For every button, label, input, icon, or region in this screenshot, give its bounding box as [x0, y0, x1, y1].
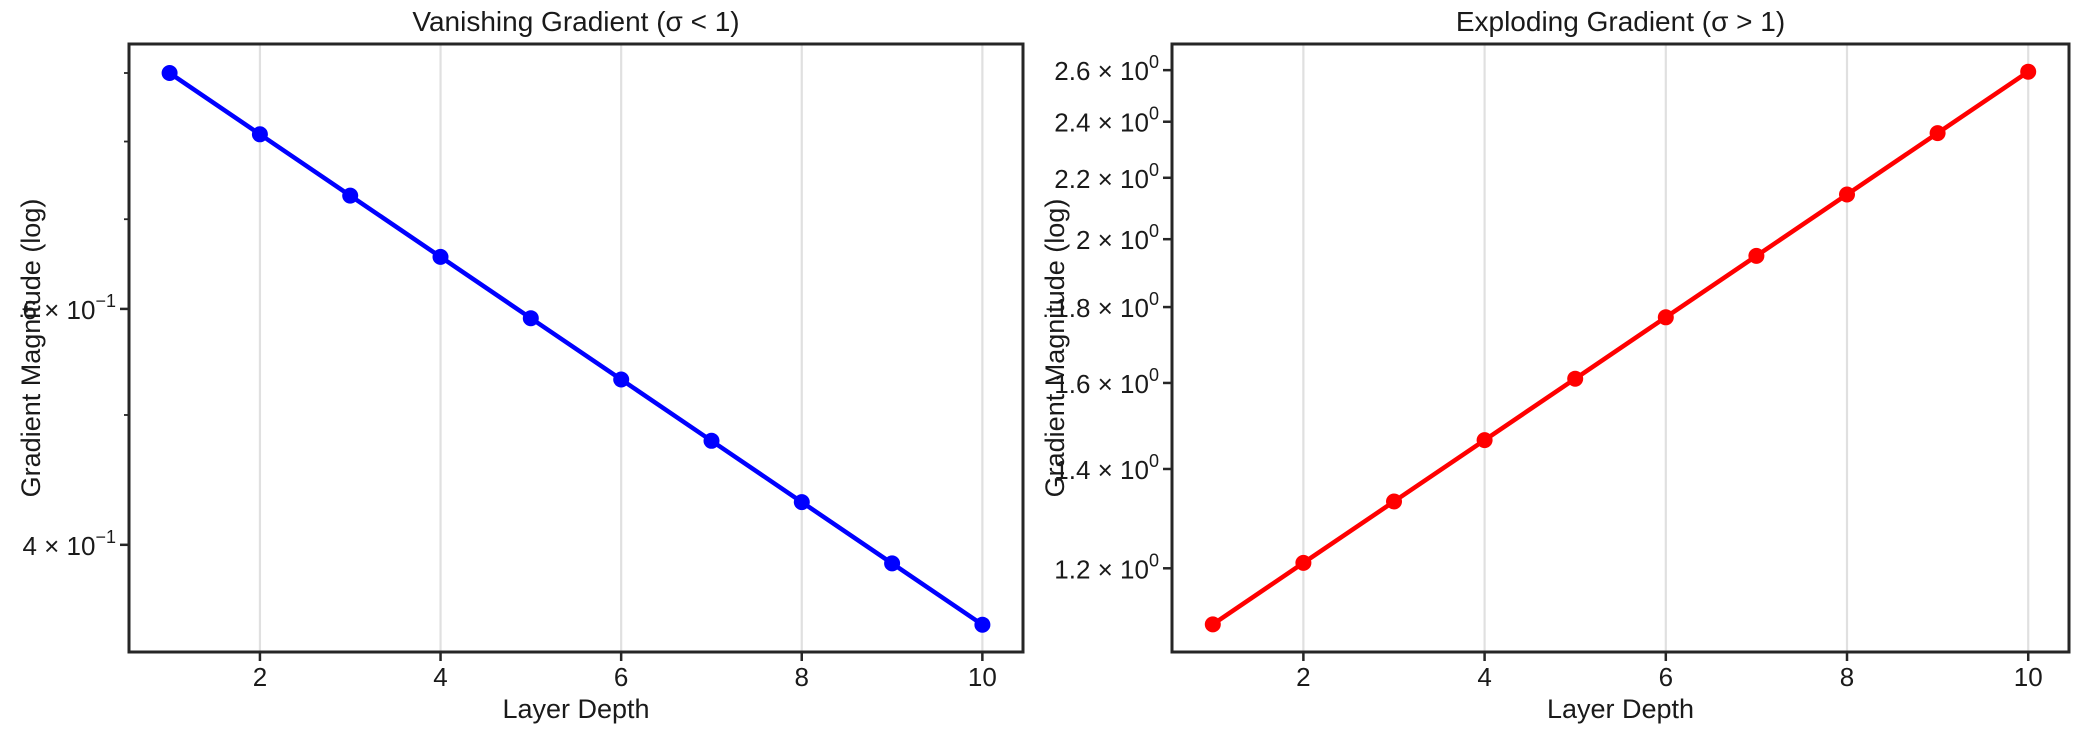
exploding-gradient-ytick-label-2: 2 × 100 [1076, 221, 1159, 255]
vanishing-gradient-ytick-label-0.4: 4 × 10−1 [22, 527, 116, 561]
exploding-gradient-ytick-label-2.2: 2.2 × 100 [1054, 160, 1159, 194]
exploding-gradient-point-9 [1929, 125, 1946, 142]
vanishing-gradient-point-8 [793, 494, 810, 511]
exploding-gradient-ytick-label-1.8: 1.8 × 100 [1054, 289, 1159, 323]
vanishing-gradient-xlabel: Layer Depth [502, 694, 649, 724]
vanishing-gradient-line [167, 70, 985, 627]
vanishing-gradient-ylabel: Gradient Magnitude (log) [16, 199, 46, 498]
exploding-gradient-point-5 [1567, 370, 1584, 387]
vanishing-gradient-point-2 [251, 126, 268, 143]
vanishing-gradient-xtick-label-6: 6 [614, 662, 628, 692]
exploding-gradient-point-4 [1476, 432, 1493, 449]
exploding-gradient-ytick-label-1.6: 1.6 × 100 [1054, 365, 1159, 399]
exploding-gradient-xtick-label-10: 10 [2014, 662, 2043, 692]
exploding-gradient-point-8 [1839, 186, 1855, 203]
exploding-gradient-xtick-label-8: 8 [1840, 662, 1854, 692]
vanishing-gradient-xtick-label-10: 10 [968, 662, 997, 692]
vanishing-gradient-xtick-label-8: 8 [795, 662, 809, 692]
vanishing-gradient-ytick-label-0.6: 6 × 10−1 [22, 291, 116, 325]
vanishing-gradient-point-6 [613, 371, 630, 388]
exploding-gradient-line [1210, 69, 2031, 627]
exploding-gradient-ytick-label-1.2: 1.2 × 100 [1054, 550, 1159, 584]
vanishing-gradient-point-5 [522, 310, 539, 327]
exploding-gradient-ylabel: Gradient Magnitude (log) [1040, 199, 1070, 498]
exploding-gradient-xtick-label-6: 6 [1659, 662, 1673, 692]
exploding-gradient-xlabel: Layer Depth [1547, 694, 1694, 724]
exploding-gradient-point-10 [2020, 63, 2037, 80]
exploding-gradient-ytick-label-1.4: 1.4 × 100 [1054, 451, 1159, 485]
vanishing-gradient-point-4 [432, 248, 449, 265]
exploding-gradient-title: Exploding Gradient (σ > 1) [1456, 6, 1785, 37]
vanishing-gradient-plot: 2 4 6 8 10 6 × 10−1 4 × 10−1 Vanishing Gradient… [16, 6, 1025, 724]
vanishing-gradient-title: Vanishing Gradient (σ < 1) [412, 6, 739, 37]
vanishing-gradient-axes-spines [127, 42, 1025, 654]
vanishing-gradient-point-1 [161, 65, 178, 81]
exploding-gradient-point-6 [1657, 309, 1674, 326]
exploding-gradient-point-2 [1295, 554, 1312, 571]
exploding-gradient-ytick-label-2.4: 2.4 × 100 [1054, 104, 1159, 138]
vanishing-gradient-xtick-label-4: 4 [433, 662, 447, 692]
exploding-gradient-point-1 [1204, 616, 1221, 633]
exploding-gradient-point-7 [1748, 247, 1765, 264]
exploding-gradient-xtick-label-4: 4 [1477, 662, 1491, 692]
vanishing-gradient-xtick-label-2: 2 [253, 662, 267, 692]
vanishing-gradient-point-9 [884, 555, 901, 572]
vanishing-gradient-point-3 [342, 187, 359, 204]
exploding-gradient-xtick-label-2: 2 [1296, 662, 1310, 692]
vanishing-gradient-point-10 [974, 616, 991, 633]
exploding-gradient-ytick-label-2.6: 2.6 × 100 [1054, 52, 1159, 86]
exploding-gradient-plot: 2 4 6 8 10 2.6 × 100 2.4 × 100 2.2 × 100 2 × 100… [1040, 6, 2071, 724]
exploding-gradient-axes-spines [1170, 42, 2071, 654]
exploding-gradient-point-3 [1386, 493, 1402, 510]
vanishing-gradient-point-7 [703, 432, 720, 449]
